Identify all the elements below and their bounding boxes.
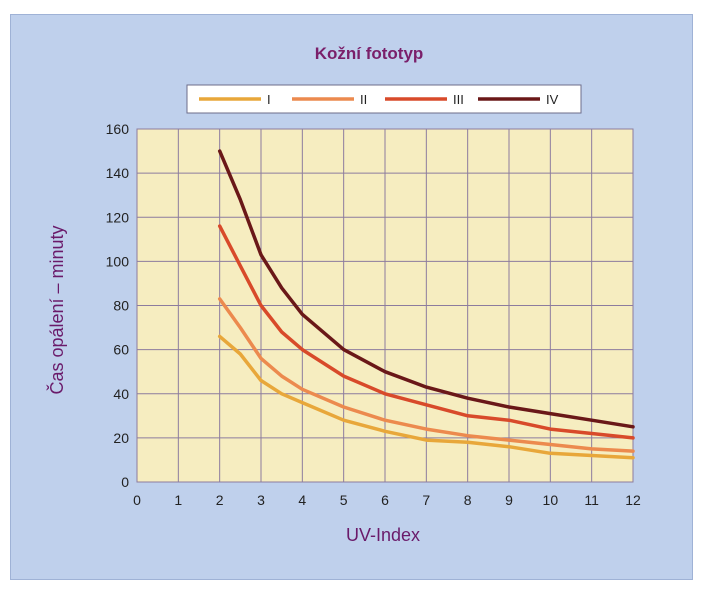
x-tick-label: 9 xyxy=(505,492,513,508)
x-tick-label: 3 xyxy=(257,492,265,508)
x-tick-label: 4 xyxy=(298,492,306,508)
legend: I II III IV xyxy=(186,84,582,114)
legend-label-IV: IV xyxy=(546,92,559,107)
y-axis-label: Čas opálení – minuty xyxy=(46,225,67,394)
y-axis-ticks: 0 20 40 60 80 100 120 140 160 xyxy=(106,121,130,490)
y-tick-label: 20 xyxy=(113,430,129,446)
legend-label-II: II xyxy=(360,92,367,107)
series-lines xyxy=(217,149,635,460)
series-line-III xyxy=(217,224,635,440)
x-axis-ticks: 0 1 2 3 4 5 6 7 8 9 10 11 12 xyxy=(133,492,641,508)
legend-label-I: I xyxy=(267,92,271,107)
x-tick-label: 2 xyxy=(216,492,224,508)
y-tick-label: 0 xyxy=(121,474,129,490)
x-tick-label: 6 xyxy=(381,492,389,508)
y-tick-label: 160 xyxy=(106,121,130,137)
y-tick-label: 40 xyxy=(113,386,129,402)
chart-svg: Kožní fototyp I II III IV 02040608010012014… xyxy=(46,44,641,545)
series-line-IV xyxy=(217,149,635,429)
grid xyxy=(136,128,634,483)
x-tick-label: 5 xyxy=(340,492,348,508)
y-tick-label: 60 xyxy=(113,342,129,358)
x-tick-label: 8 xyxy=(464,492,472,508)
chart-frame: Kožní fototyp I II III IV 0 20 40 60 80 100 120 14… xyxy=(10,14,693,580)
legend-label-III: III xyxy=(453,92,464,107)
x-tick-label: 10 xyxy=(543,492,559,508)
x-tick-label: 1 xyxy=(174,492,182,508)
x-tick-label: 0 xyxy=(133,492,141,508)
y-tick-label: 120 xyxy=(106,209,130,225)
y-tick-label: 100 xyxy=(106,253,130,269)
x-axis-label: UV-Index xyxy=(346,525,420,545)
series-line-I xyxy=(217,334,635,460)
x-tick-label: 12 xyxy=(625,492,641,508)
x-tick-label: 11 xyxy=(584,492,599,508)
x-tick-label: 7 xyxy=(422,492,430,508)
chart-title: Kožní fototyp xyxy=(315,44,424,63)
y-tick-label: 140 xyxy=(106,165,130,181)
series-line-II xyxy=(217,297,635,453)
y-tick-label: 80 xyxy=(113,298,129,314)
